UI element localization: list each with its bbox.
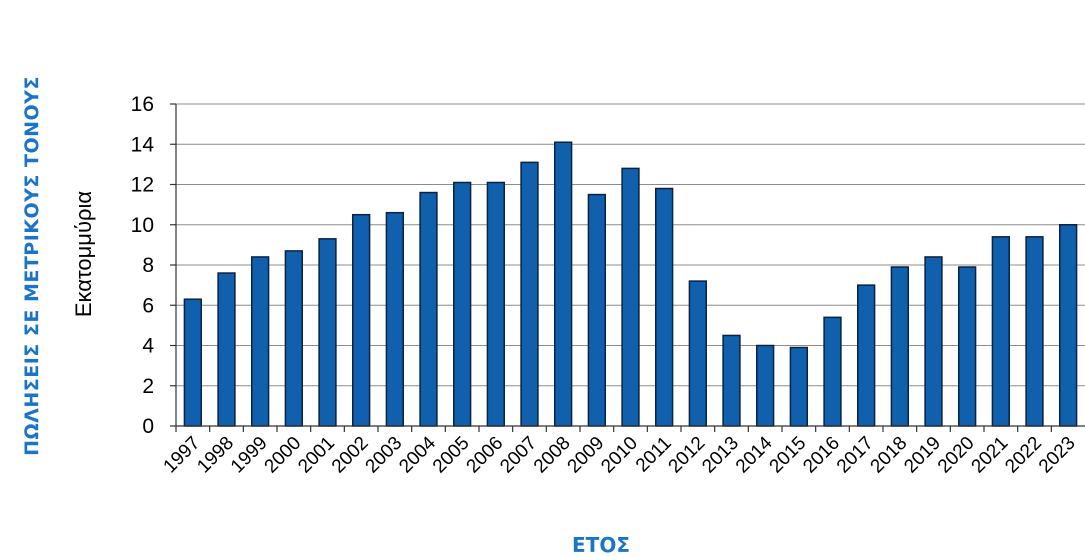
- bar-2014: [756, 344, 775, 427]
- y-tick-label: 8: [142, 254, 154, 277]
- bar-2000: [284, 250, 303, 427]
- x-tick-label: 2003: [362, 433, 407, 478]
- bar-1999: [251, 256, 270, 427]
- x-tick-label: 2022: [1001, 433, 1046, 478]
- x-tick-label: 2006: [463, 433, 508, 478]
- outer-x-axis-title: ΕΤΟΣ: [572, 533, 630, 557]
- bar-2001: [318, 238, 337, 427]
- bar-2004: [419, 191, 438, 427]
- x-tick-labels: 1997199819992000200120022003200420052006…: [160, 426, 1080, 477]
- x-tick-label: 2002: [328, 433, 373, 478]
- bar-2021: [991, 236, 1011, 427]
- bar-2012: [688, 280, 708, 427]
- bar-2009: [587, 193, 607, 427]
- bar-1998: [217, 272, 236, 427]
- x-tick-label: 2018: [867, 433, 912, 478]
- bar-2010: [621, 167, 640, 427]
- x-tick-label: 2014: [732, 432, 777, 477]
- x-tick-label: 2001: [294, 433, 339, 478]
- bar-2019: [924, 256, 943, 427]
- bar-1997: [183, 298, 203, 427]
- x-tick-label: 2016: [799, 433, 844, 478]
- x-tick-label: 2007: [496, 433, 541, 478]
- x-tick-label: 2013: [698, 433, 743, 478]
- y-tick-label: 12: [131, 174, 154, 197]
- bar-2023: [1059, 224, 1078, 427]
- y-tick-label: 4: [142, 335, 154, 358]
- y-tick-labels: 0 2 4 6 8 10 12 14 16: [131, 93, 176, 438]
- x-tick-label: 2020: [934, 433, 979, 478]
- x-tick-label: 2010: [597, 433, 642, 478]
- bar-2016: [823, 316, 842, 427]
- x-tick-label: 2011: [632, 433, 676, 477]
- x-tick-label: 2009: [564, 433, 609, 478]
- x-tick-label: 2004: [395, 432, 440, 477]
- outer-y-axis-title: ΠΩΛΗΣΕΙΣ ΣΕ ΜΕΤΡΙΚΟΥΣ ΤΟΝΟΥΣ: [21, 76, 43, 456]
- x-tick-label: 2019: [900, 433, 945, 478]
- x-tick-label: 2017: [833, 433, 878, 478]
- bar-2020: [958, 266, 977, 427]
- bar-2005: [453, 181, 472, 427]
- bar-2003: [385, 211, 404, 427]
- bar-2011: [655, 187, 674, 427]
- x-tick-label: 2000: [261, 433, 306, 478]
- bar-2002: [352, 213, 371, 427]
- x-tick-label: 1997: [160, 433, 205, 478]
- x-tick-label: 2023: [1035, 433, 1080, 478]
- x-tick-label: 1998: [193, 433, 238, 478]
- bar-2008: [554, 141, 573, 427]
- bar-2015: [789, 346, 809, 427]
- bar-2022: [1025, 236, 1044, 427]
- x-tick-label: 2015: [766, 433, 811, 478]
- y-axis-label: Εκατομμύρια: [71, 191, 96, 318]
- y-tick-label: 16: [131, 93, 154, 116]
- x-tick-label: 2021: [968, 433, 1013, 478]
- bar-2013: [722, 334, 741, 427]
- bar-2018: [890, 266, 910, 427]
- y-tick-label: 2: [142, 375, 154, 398]
- bar-2017: [857, 284, 876, 427]
- x-tick-label: 1999: [227, 433, 272, 478]
- y-tick-label: 6: [142, 294, 154, 317]
- x-tick-label: 2005: [429, 433, 474, 478]
- x-tick-label: 2012: [665, 433, 710, 478]
- bar-2007: [520, 161, 539, 427]
- x-tick-label: 2008: [530, 433, 575, 478]
- y-tick-label: 10: [131, 214, 154, 237]
- y-tick-label: 0: [142, 415, 154, 438]
- y-tick-label: 14: [131, 133, 155, 156]
- bar-2006: [486, 181, 505, 427]
